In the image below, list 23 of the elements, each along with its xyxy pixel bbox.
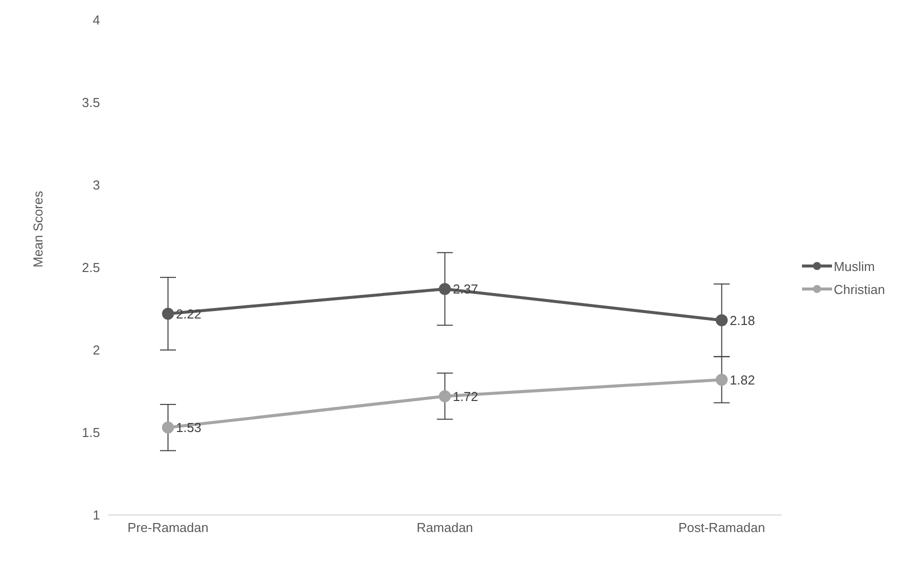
point <box>162 422 174 434</box>
y-tick-label: 3.5 <box>82 95 100 110</box>
legend-label: Muslim <box>834 258 875 274</box>
point <box>438 390 451 402</box>
data-label: 1.82 <box>730 372 756 388</box>
y-tick-label: 1 <box>92 508 100 523</box>
x-tick-label: Pre-Ramadan <box>128 520 208 536</box>
x-tick-label: Post-Ramadan <box>678 520 766 536</box>
point <box>162 308 174 320</box>
data-label: 1.72 <box>452 388 478 404</box>
y-tick-label: 2.5 <box>82 260 100 276</box>
data-label: 2.18 <box>730 312 756 328</box>
point <box>716 374 728 386</box>
y-axis-title: Mean Scores <box>30 190 46 268</box>
point <box>438 282 451 295</box>
y-tick-label: 2 <box>92 342 100 358</box>
data-label: 1.53 <box>176 420 202 436</box>
y-tick-label: 3 <box>92 178 100 193</box>
y-tick-label: 1.5 <box>82 425 100 440</box>
y-tick-label: 4 <box>92 12 100 28</box>
point <box>716 314 728 326</box>
legend-label: Christian <box>834 282 885 296</box>
x-tick-label: Ramadan <box>416 520 474 536</box>
